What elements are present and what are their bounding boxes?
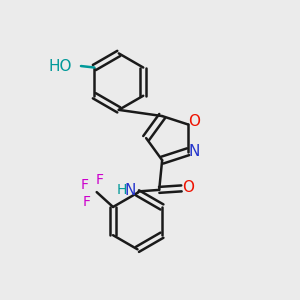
Text: O: O bbox=[182, 180, 194, 195]
Text: F: F bbox=[96, 172, 104, 187]
Text: F: F bbox=[81, 178, 89, 192]
Text: O: O bbox=[189, 114, 201, 129]
Text: H: H bbox=[116, 184, 127, 197]
Text: HO: HO bbox=[49, 58, 72, 74]
Text: F: F bbox=[82, 195, 90, 208]
Text: N: N bbox=[124, 183, 136, 198]
Text: N: N bbox=[189, 144, 200, 159]
